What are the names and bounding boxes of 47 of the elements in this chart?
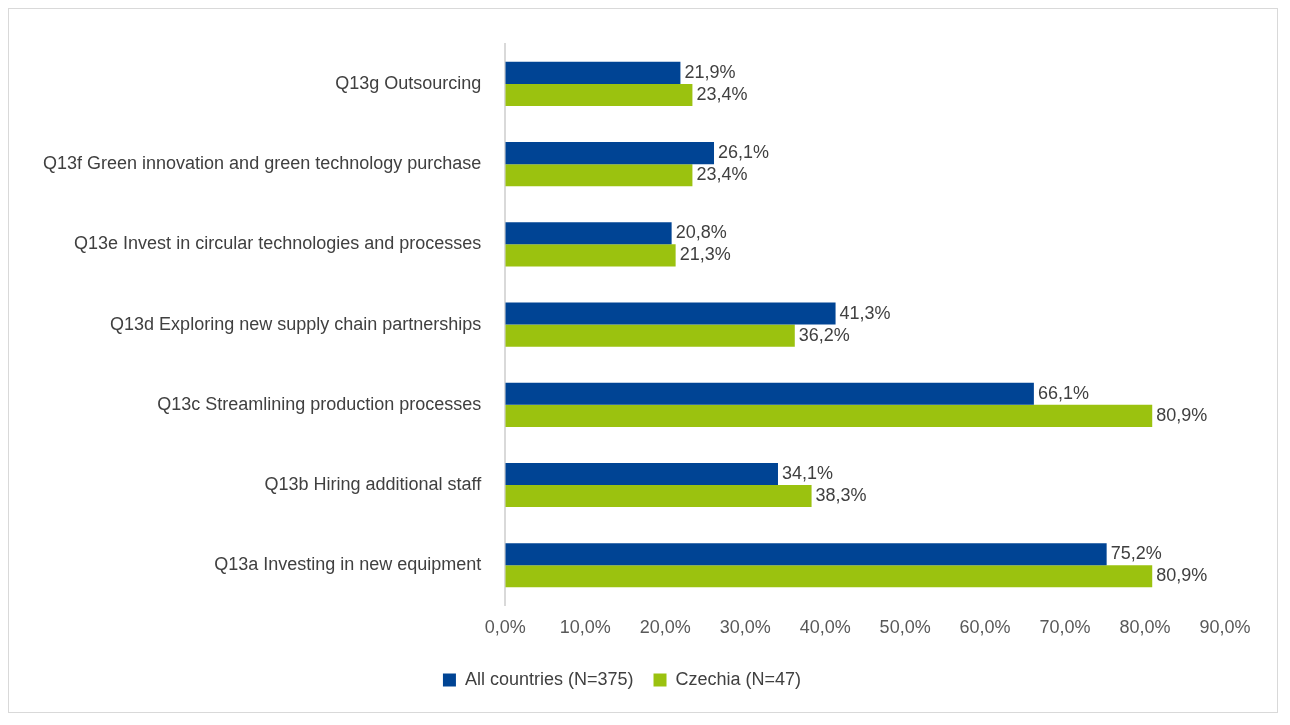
bar [505, 324, 795, 347]
bar [505, 565, 1153, 588]
x-tick-label: 80,0% [1119, 617, 1171, 638]
data-label: 20,8% [675, 222, 727, 243]
data-label: 66,1% [1037, 382, 1089, 403]
y-tick-label: Q13e Invest in circular technologies and processes [74, 233, 482, 254]
y-tick-label: Q13b Hiring additional staff [264, 474, 483, 495]
bar [505, 244, 676, 267]
x-tick-label: 0,0% [484, 617, 526, 638]
data-label: 41,3% [839, 302, 891, 323]
data-label: 26,1% [718, 142, 770, 163]
data-label: 34,1% [781, 462, 834, 483]
y-tick-label: Q13c Streamlining production processes [157, 393, 482, 414]
x-tick-label: 30,0% [719, 617, 771, 638]
data-label: 75,2% [1110, 543, 1162, 564]
legend-label: All countries (N=375) [464, 668, 634, 689]
data-label: 80,9% [1156, 404, 1208, 425]
data-label: 38,3% [815, 485, 867, 506]
data-label: 80,9% [1156, 565, 1208, 586]
bar [505, 404, 1153, 427]
y-tick-label: Q13a Investing in new equipment [214, 554, 482, 575]
bar [505, 543, 1107, 566]
x-tick-label: 60,0% [959, 617, 1011, 638]
data-label: 23,4% [696, 164, 748, 185]
data-label: 21,3% [679, 244, 731, 265]
x-tick-label: 90,0% [1199, 617, 1251, 638]
bar [505, 83, 693, 106]
data-label: 21,9% [684, 61, 736, 82]
y-tick-label: Q13d Exploring new supply chain partnerships [110, 313, 482, 334]
bar [505, 222, 672, 245]
bar [505, 142, 715, 165]
legend-label: Czechia (N=47) [675, 668, 802, 689]
x-tick-label: 50,0% [879, 617, 931, 638]
bar [505, 164, 693, 187]
x-tick-label: 40,0% [799, 617, 851, 638]
x-tick-label: 10,0% [559, 617, 611, 638]
y-tick-label: Q13g Outsourcing [335, 72, 482, 93]
x-tick-label: 70,0% [1039, 617, 1091, 638]
x-tick-label: 20,0% [639, 617, 691, 638]
bar [505, 462, 778, 486]
y-tick-label: Q13f Green innovation and green technology purchase [42, 153, 482, 174]
bar [505, 61, 681, 84]
data-label: 36,2% [798, 324, 850, 345]
data-label: 23,4% [696, 83, 748, 104]
bar [505, 382, 1034, 405]
bar [505, 485, 812, 508]
bar [505, 302, 836, 325]
